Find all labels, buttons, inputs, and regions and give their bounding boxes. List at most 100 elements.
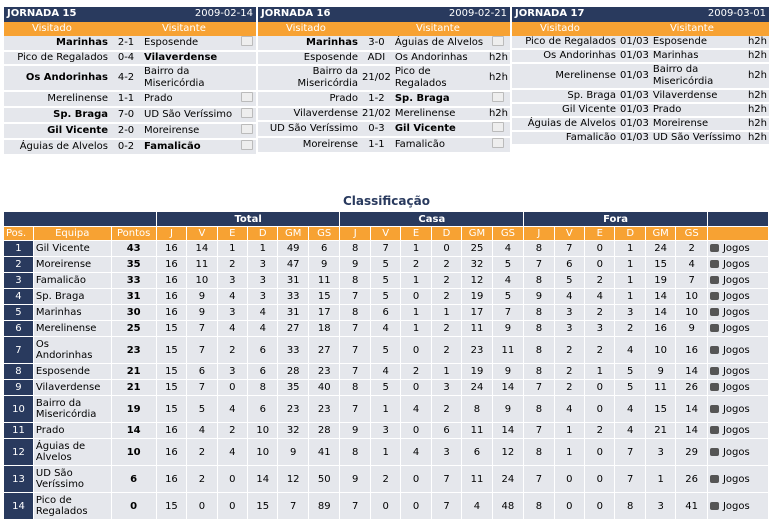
away-team[interactable]: Águias de Alvelos	[392, 36, 487, 52]
games-icon[interactable]	[709, 367, 719, 375]
tv-icon[interactable]	[486, 121, 510, 138]
match-row[interactable]: UD São Veríssimo 0-3 Gil Vicente	[258, 121, 510, 138]
games-link[interactable]: Jogos	[707, 336, 770, 364]
tv-icon[interactable]	[486, 137, 510, 154]
away-team[interactable]: Prado	[142, 91, 238, 108]
match-score[interactable]: 01/03	[618, 89, 651, 104]
match-row[interactable]: Gil Vicente 2-0 Moreirense	[4, 123, 256, 140]
games-label[interactable]: Jogos	[722, 382, 750, 393]
games-icon[interactable]	[709, 260, 719, 268]
home-team[interactable]: Sp. Braga	[4, 107, 110, 124]
home-team[interactable]: UD São Veríssimo	[258, 121, 360, 138]
away-team[interactable]: Bairro da Misericórdia	[142, 65, 238, 92]
home-team[interactable]: Moreirense	[258, 137, 360, 154]
h2h-link[interactable]: h2h	[745, 89, 769, 104]
away-team[interactable]: Pico de Regalados	[392, 65, 487, 92]
match-row[interactable]: Sp. Braga 01/03 Vilaverdense h2h	[512, 89, 769, 104]
games-link[interactable]: Jogos	[707, 465, 770, 493]
tv-icon[interactable]	[486, 91, 510, 108]
games-link[interactable]: Jogos	[707, 288, 770, 305]
tv-icon[interactable]	[238, 123, 256, 140]
games-icon[interactable]	[709, 308, 719, 316]
team-name[interactable]: Esposende	[33, 363, 112, 380]
games-link[interactable]: Jogos	[707, 363, 770, 380]
away-team[interactable]: Vilaverdense	[650, 89, 746, 104]
match-row[interactable]: Gil Vicente 01/03 Prado h2h	[512, 103, 769, 118]
match-row[interactable]: Bairro da Misericórdia 21/02 Pico de Regal…	[258, 65, 510, 92]
home-team[interactable]: Pico de Regalados	[512, 36, 618, 50]
games-icon[interactable]	[709, 324, 719, 332]
team-name[interactable]: Gil Vicente	[33, 240, 112, 257]
match-score[interactable]: 2-0	[110, 123, 142, 140]
home-team[interactable]: Gil Vicente	[512, 103, 618, 118]
games-icon[interactable]	[709, 292, 719, 300]
away-team[interactable]: UD São Veríssimo	[142, 107, 238, 124]
away-team[interactable]: Famalicão	[142, 139, 238, 156]
home-team[interactable]: Pico de Regalados	[4, 51, 110, 66]
team-name[interactable]: Moreirense	[33, 256, 112, 273]
home-team[interactable]: Vilaverdense	[258, 107, 360, 122]
match-row[interactable]: Vilaverdense 21/02 Merelinense h2h	[258, 107, 510, 122]
h2h-link[interactable]: h2h	[486, 107, 510, 122]
home-team[interactable]: Merelinense	[4, 91, 110, 108]
match-score[interactable]: 01/03	[618, 49, 651, 64]
match-score[interactable]: 01/03	[618, 103, 651, 118]
team-name[interactable]: Vilaverdense	[33, 379, 112, 396]
games-label[interactable]: Jogos	[722, 425, 750, 436]
h2h-link[interactable]: h2h	[486, 51, 510, 66]
h2h-link[interactable]: h2h	[745, 131, 769, 146]
games-icon[interactable]	[709, 447, 719, 456]
games-link[interactable]: Jogos	[707, 492, 770, 520]
team-name[interactable]: Merelinense	[33, 320, 112, 337]
h2h-link[interactable]: h2h	[745, 49, 769, 64]
away-team[interactable]: Famalicão	[392, 137, 487, 154]
match-row[interactable]: Águias de Alvelos 01/03 Moreirense h2h	[512, 117, 769, 132]
away-team[interactable]: Bairro da Misericórdia	[650, 63, 746, 90]
team-name[interactable]: Os Andorinhas	[33, 336, 112, 364]
away-team[interactable]: Marinhas	[650, 49, 746, 64]
match-row[interactable]: Marinhas 2-1 Esposende	[4, 36, 256, 52]
match-row[interactable]: Merelinense 01/03 Bairro da Misericórdia h2…	[512, 63, 769, 90]
match-score[interactable]: 0-4	[110, 51, 142, 66]
team-name[interactable]: Bairro da Misericórdia	[33, 395, 112, 423]
match-score[interactable]: 2-1	[110, 36, 142, 52]
away-team[interactable]: Vilaverdense	[142, 51, 238, 66]
games-link[interactable]: Jogos	[707, 379, 770, 396]
home-team[interactable]: Sp. Braga	[512, 89, 618, 104]
games-icon[interactable]	[709, 276, 719, 284]
match-row[interactable]: Os Andorinhas 4-2 Bairro da Misericórdia	[4, 65, 256, 92]
away-team[interactable]: Os Andorinhas	[392, 51, 487, 66]
home-team[interactable]: Esposende	[258, 51, 360, 66]
match-row[interactable]: Moreirense 1-1 Famalicão	[258, 137, 510, 154]
h2h-link[interactable]: h2h	[745, 117, 769, 132]
games-icon[interactable]	[709, 426, 719, 434]
away-team[interactable]: UD São Veríssimo	[650, 131, 746, 146]
tv-icon[interactable]	[486, 36, 510, 52]
home-team[interactable]: Merelinense	[512, 63, 618, 90]
tv-icon[interactable]	[238, 36, 256, 52]
team-name[interactable]: Famalicão	[33, 272, 112, 289]
team-name[interactable]: Pico de Regalados	[33, 492, 112, 520]
games-label[interactable]: Jogos	[722, 403, 750, 415]
games-label[interactable]: Jogos	[722, 366, 750, 377]
games-link[interactable]: Jogos	[707, 320, 770, 337]
games-label[interactable]: Jogos	[722, 323, 750, 334]
home-team[interactable]: Prado	[258, 91, 360, 108]
games-icon[interactable]	[709, 244, 719, 252]
games-link[interactable]: Jogos	[707, 256, 770, 273]
home-team[interactable]: Marinhas	[258, 36, 360, 52]
h2h-link[interactable]: h2h	[745, 63, 769, 90]
match-row[interactable]: Merelinense 1-1 Prado	[4, 91, 256, 108]
games-label[interactable]: Jogos	[722, 307, 750, 318]
games-label[interactable]: Jogos	[722, 500, 750, 512]
games-link[interactable]: Jogos	[707, 395, 770, 423]
match-score[interactable]: 01/03	[618, 36, 651, 50]
games-icon[interactable]	[709, 501, 719, 510]
games-link[interactable]: Jogos	[707, 422, 770, 439]
games-label[interactable]: Jogos	[722, 446, 750, 458]
away-team[interactable]: Moreirense	[650, 117, 746, 132]
h2h-link[interactable]: h2h	[745, 36, 769, 50]
games-label[interactable]: Jogos	[722, 243, 750, 254]
match-score[interactable]: 1-1	[110, 91, 142, 108]
games-label[interactable]: Jogos	[722, 291, 750, 302]
